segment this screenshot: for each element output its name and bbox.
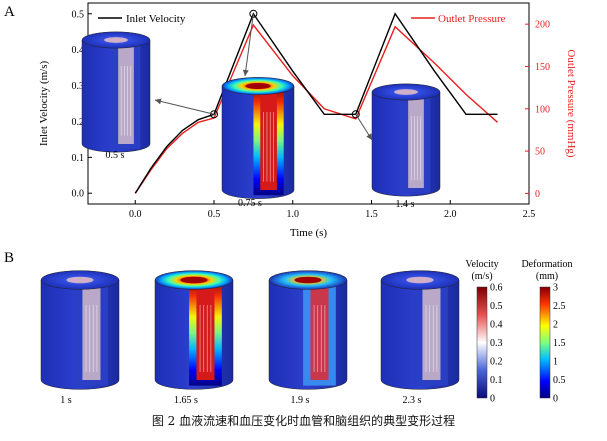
inset-pointer-arrowhead bbox=[155, 98, 162, 105]
colorbar-tick-label: 0.1 bbox=[490, 375, 503, 386]
vessel-opening bbox=[245, 82, 271, 90]
inset-marker bbox=[351, 110, 360, 119]
x-axis-label: Time (s) bbox=[290, 227, 328, 239]
y2-axis-label: Outlet Pressure (mmHg) bbox=[565, 49, 577, 157]
vessel-opening bbox=[294, 276, 322, 284]
colorbar-tick-label: 1 bbox=[553, 357, 558, 368]
frame-time-label: 1.9 s bbox=[291, 395, 310, 406]
y-tick-label: 0.5 bbox=[72, 9, 85, 20]
colorbar-tick-label: 0.3 bbox=[490, 338, 503, 349]
inset-pointer-line bbox=[244, 13, 254, 77]
frame-time-label: 1.65 s bbox=[174, 395, 198, 406]
y2-tick-label: 150 bbox=[535, 62, 550, 73]
inset-cylinder-2 bbox=[371, 83, 441, 197]
colorbar-units: (mm) bbox=[536, 271, 558, 282]
colorbar-tick-label: 0 bbox=[553, 394, 558, 405]
y2-tick-label: 100 bbox=[535, 104, 550, 115]
inset-pointer-arrowhead bbox=[366, 133, 372, 140]
y2-tick-label: 200 bbox=[535, 20, 550, 31]
x-tick-label: 0.5 bbox=[208, 209, 221, 220]
y-axis-label: Inlet Velocity (m/s) bbox=[38, 60, 50, 146]
colorbar-tick-label: 2.5 bbox=[553, 301, 566, 312]
legend-label-inlet-velocity: Inlet Velocity bbox=[126, 13, 186, 25]
inset-time-label: 0.75 s bbox=[238, 198, 262, 209]
frame-time-label: 2.3 s bbox=[403, 395, 422, 406]
colorbar-units: (m/s) bbox=[471, 271, 492, 282]
colorbar-gradient bbox=[476, 286, 488, 399]
y-tick-label: 0.3 bbox=[72, 81, 85, 92]
colorbar-gradient bbox=[539, 286, 551, 399]
inset-pointer-arrowhead bbox=[242, 69, 249, 76]
inset-time-label: 0.5 s bbox=[106, 150, 125, 161]
legend-label-outlet-pressure: Outlet Pressure bbox=[438, 13, 506, 25]
frame-cylinder-1 bbox=[154, 270, 234, 390]
figure-caption: 图 2 血液流速和血压变化时血管和脑组织的典型变形过程 bbox=[151, 414, 456, 428]
frame-cylinder-0 bbox=[40, 270, 120, 390]
x-tick-label: 1.0 bbox=[287, 209, 300, 220]
vessel-opening bbox=[66, 276, 94, 284]
colorbar-tick-label: 0.2 bbox=[490, 357, 503, 368]
colorbar-tick-label: 0.4 bbox=[490, 320, 503, 331]
vessel-core bbox=[118, 42, 134, 144]
y-tick-label: 0.4 bbox=[72, 45, 85, 56]
plot-frame bbox=[87, 2, 530, 205]
vessel-core bbox=[196, 282, 215, 380]
panel-a-label: A bbox=[4, 4, 15, 20]
inset-cylinder-0 bbox=[81, 31, 151, 153]
y-tick-label: 0.1 bbox=[72, 153, 85, 164]
vessel-core bbox=[310, 282, 329, 380]
frame-cylinder-2 bbox=[268, 270, 348, 390]
inset-time-label: 1.4 s bbox=[396, 199, 415, 210]
series-line-outlet-pressure bbox=[134, 23, 498, 194]
inset-pointer-line bbox=[154, 99, 215, 115]
vessel-core bbox=[82, 282, 101, 380]
panel-a-chart: 0.0 0.5 1.0 1.5 2.0 2.5 0.0 0.1 0.2 0.3 0.4 0.5 0 50 1… bbox=[38, 2, 577, 239]
series-line-inlet-velocity bbox=[134, 12, 498, 194]
colorbar-tick-label: 0.5 bbox=[490, 301, 503, 312]
colorbar-title: Velocity bbox=[465, 259, 498, 270]
panel-b-label: B bbox=[4, 250, 14, 266]
x-tick-label: 2.0 bbox=[444, 209, 457, 220]
x-tick-label: 2.5 bbox=[523, 209, 536, 220]
x-tick-label: 1.5 bbox=[365, 209, 378, 220]
vessel-opening bbox=[180, 276, 208, 284]
colorbar-title: Deformation bbox=[521, 259, 572, 270]
inset-cylinder-1 bbox=[221, 77, 295, 199]
panel-b-frames: 1 s 1.65 s 1.9 s 2.3 s Velocity(m/s)0.6 0.5 0.… bbox=[40, 259, 573, 406]
colorbar-tick-label: 0.5 bbox=[553, 375, 566, 386]
y2-tick-label: 0 bbox=[535, 189, 540, 200]
colorbar-tick-label: 0.6 bbox=[490, 283, 503, 294]
y-tick-label: 0.2 bbox=[72, 117, 85, 128]
vessel-opening bbox=[394, 89, 418, 95]
inset-marker bbox=[210, 110, 218, 119]
vessel-opening bbox=[104, 37, 128, 43]
colorbar-tick-label: 2 bbox=[553, 320, 558, 331]
colorbar-tick-label: 3 bbox=[553, 283, 558, 294]
y-tick-label: 0.0 bbox=[72, 189, 85, 200]
y2-tick-label: 50 bbox=[535, 147, 545, 158]
x-tick-label: 0.0 bbox=[129, 209, 142, 220]
vessel-core bbox=[408, 94, 424, 188]
colorbar-tick-label: 1.5 bbox=[553, 338, 566, 349]
vessel-opening bbox=[406, 276, 434, 284]
colorbar-tick-label: 0 bbox=[490, 394, 495, 405]
frame-cylinder-3 bbox=[380, 270, 460, 390]
vessel-core bbox=[422, 282, 441, 380]
vessel-core bbox=[260, 88, 277, 190]
frame-time-label: 1 s bbox=[60, 395, 72, 406]
